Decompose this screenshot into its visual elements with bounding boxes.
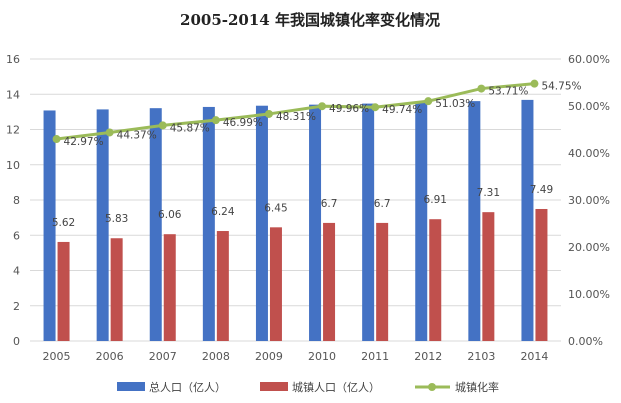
rate-data-label: 44.37% (117, 129, 157, 141)
bars: 5.62 5.83 6.06 6.24 6.45 6.7 6.7 6.91 7.31 7.49 (43, 99, 553, 342)
bar-total-population (415, 102, 428, 341)
left-tick-label: 6 (13, 229, 20, 242)
legend-swatch-rate-marker (428, 383, 436, 391)
rate-data-label: 49.74% (382, 104, 422, 116)
right-tick-label: 50.00% (568, 100, 610, 113)
rate-data-label: 54.75% (541, 81, 581, 93)
rate-data-label: 46.99% (223, 117, 263, 129)
rate-line (56, 82, 535, 141)
bar-total-population (362, 103, 375, 341)
rate-point (318, 102, 327, 111)
bar-urban-population (429, 219, 442, 341)
rate-point (52, 135, 61, 144)
right-tick-label: 10.00% (568, 288, 610, 301)
bar-total-population (309, 104, 322, 342)
urban-data-label: 6.45 (264, 202, 287, 214)
urban-data-label: 6.7 (374, 198, 391, 210)
x-axis-ticks: 2005 2006 2007 2008 2009 2010 2011 2012 2103 2014 (43, 350, 549, 363)
legend-swatch-total (117, 382, 145, 391)
right-tick-label: 0.00% (568, 335, 603, 348)
urban-data-label: 5.83 (105, 213, 128, 225)
bar-total-population (149, 108, 162, 341)
left-axis-ticks: 0 2 4 6 8 10 12 14 16 (6, 53, 20, 348)
right-tick-label: 20.00% (568, 241, 610, 254)
left-tick-label: 12 (6, 124, 20, 137)
gridlines (30, 58, 561, 342)
urban-data-label: 6.7 (321, 198, 338, 210)
rate-point (424, 97, 433, 106)
x-tick-label: 2014 (520, 350, 548, 363)
rate-data-label: 49.96% (329, 103, 369, 115)
rate-point (477, 84, 486, 93)
rate-data-label: 51.03% (435, 98, 475, 110)
bar-urban-population (269, 227, 282, 341)
legend-label-urban: 城镇人口（亿人） (292, 380, 380, 394)
bar-urban-population (110, 238, 123, 341)
x-tick-label: 2012 (414, 350, 442, 363)
legend-label-rate: 城镇化率 (455, 380, 499, 394)
bar-urban-population (57, 241, 70, 341)
x-tick-label: 2007 (149, 350, 177, 363)
right-axis-ticks: 0.00% 10.00% 20.00% 30.00% 40.00% 50.00% 60.00… (568, 53, 610, 348)
rate-point (371, 103, 380, 112)
bar-urban-population (482, 212, 495, 341)
left-tick-label: 10 (6, 159, 20, 172)
left-tick-label: 14 (6, 88, 20, 101)
right-tick-label: 30.00% (568, 194, 610, 207)
bar-total-population (96, 109, 109, 341)
x-tick-label: 2008 (202, 350, 230, 363)
x-tick-label: 2103 (467, 350, 495, 363)
bar-urban-population (535, 208, 548, 341)
legend-swatch-urban (260, 382, 288, 391)
x-tick-label: 2010 (308, 350, 336, 363)
x-tick-label: 2009 (255, 350, 283, 363)
left-tick-label: 0 (13, 335, 20, 348)
rate-point (105, 128, 114, 137)
rate-point (264, 109, 273, 118)
rate-line-layer: 42.97% 44.37% 45.87% 46.99% 48.31% 49.96% 49.7… (52, 79, 582, 148)
urban-data-label: 7.49 (530, 184, 553, 196)
bar-urban-population (216, 231, 229, 341)
urban-data-label: 5.62 (52, 217, 75, 229)
bar-total-population (202, 106, 215, 341)
bar-urban-population (376, 222, 389, 341)
legend-label-total: 总人口（亿人） (149, 380, 226, 394)
x-tick-label: 2011 (361, 350, 389, 363)
urban-data-label: 6.24 (211, 206, 235, 218)
rate-point (158, 121, 167, 130)
left-tick-label: 2 (13, 300, 20, 313)
legend: 总人口（亿人） 城镇人口（亿人） 城镇化率 (117, 380, 499, 394)
rate-data-label: 48.31% (276, 111, 316, 123)
bar-total-population (255, 105, 268, 341)
urban-data-label: 6.91 (424, 194, 447, 206)
rate-point (211, 116, 220, 125)
bar-urban-population (323, 222, 336, 341)
x-tick-label: 2005 (43, 350, 71, 363)
rate-data-label: 42.97% (64, 136, 104, 148)
bar-total-population (468, 101, 481, 341)
rate-point (530, 79, 539, 88)
rate-data-label: 45.87% (170, 122, 210, 134)
chart-title: 2005-2014 年我国城镇化率变化情况 (180, 11, 440, 29)
left-tick-label: 4 (13, 265, 20, 278)
right-tick-label: 60.00% (568, 53, 610, 66)
urban-data-label: 6.06 (158, 209, 182, 221)
right-tick-label: 40.00% (568, 147, 610, 160)
urban-data-label: 7.31 (477, 187, 500, 199)
bar-total-population (43, 110, 56, 341)
rate-data-label: 53.71% (488, 86, 528, 98)
left-tick-label: 16 (6, 53, 20, 66)
x-tick-label: 2006 (96, 350, 124, 363)
bar-total-population (521, 99, 534, 341)
left-tick-label: 8 (13, 194, 20, 207)
bar-urban-population (163, 234, 176, 341)
